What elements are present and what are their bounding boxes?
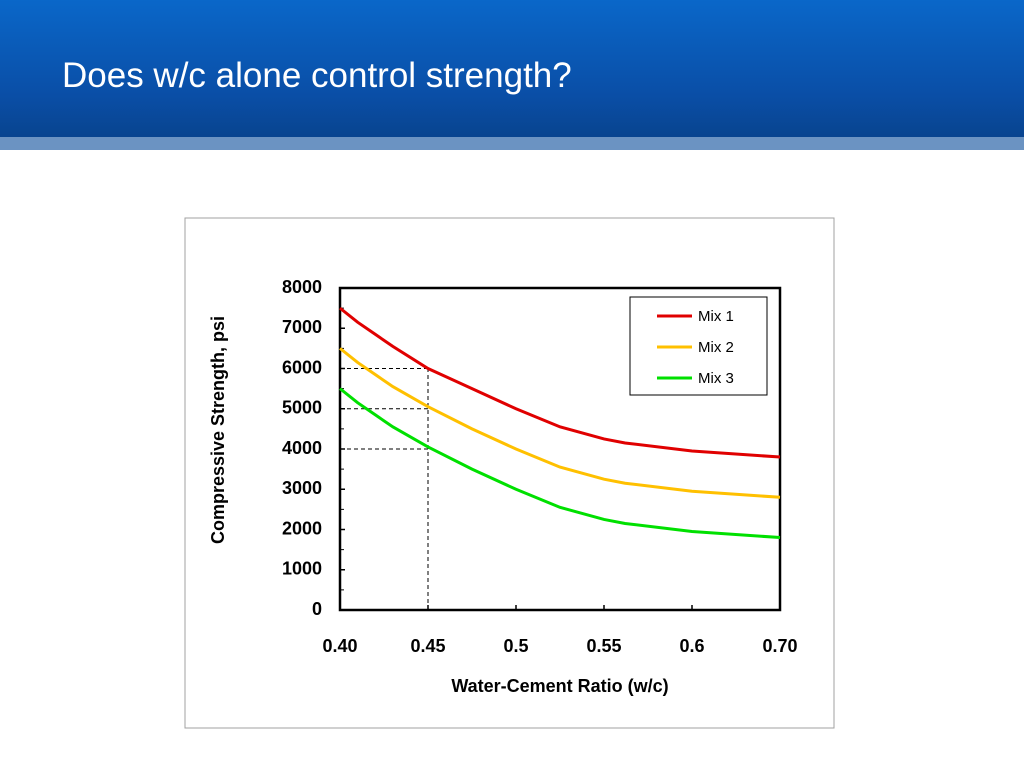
header-bar: [0, 0, 1024, 137]
y-tick-label: 2000: [282, 518, 322, 538]
y-tick-label: 7000: [282, 317, 322, 337]
x-tick-label: 0.70: [762, 636, 797, 656]
x-tick-label: 0.40: [322, 636, 357, 656]
x-tick-label: 0.5: [503, 636, 528, 656]
x-axis-label: Water-Cement Ratio (w/c): [451, 676, 668, 696]
y-tick-label: 3000: [282, 478, 322, 498]
y-tick-label: 4000: [282, 438, 322, 458]
line: [339, 347, 781, 499]
y-tick-label: 1000: [282, 559, 322, 579]
line: [339, 306, 781, 459]
y-tick-label: 5000: [282, 398, 322, 418]
x-tick-label: 0.6: [679, 636, 704, 656]
y-tick-label: 8000: [282, 277, 322, 297]
slide-title: Does w/c alone control strength?: [62, 56, 572, 95]
y-tick-label: 0: [312, 599, 322, 619]
plot-frame: [338, 286, 782, 612]
legend-label: Mix 1: [698, 308, 734, 325]
x-tick-label: 0.45: [410, 636, 445, 656]
x-tick-label: 0.55: [586, 636, 621, 656]
line: [339, 387, 781, 540]
y-axis-label: Compressive Strength, psi: [208, 316, 228, 544]
header-stripe: [0, 137, 1024, 150]
legend-label: Mix 2: [698, 339, 734, 356]
legend-box: [629, 296, 768, 396]
legend-label: Mix 3: [698, 370, 734, 387]
y-tick-label: 6000: [282, 357, 322, 377]
